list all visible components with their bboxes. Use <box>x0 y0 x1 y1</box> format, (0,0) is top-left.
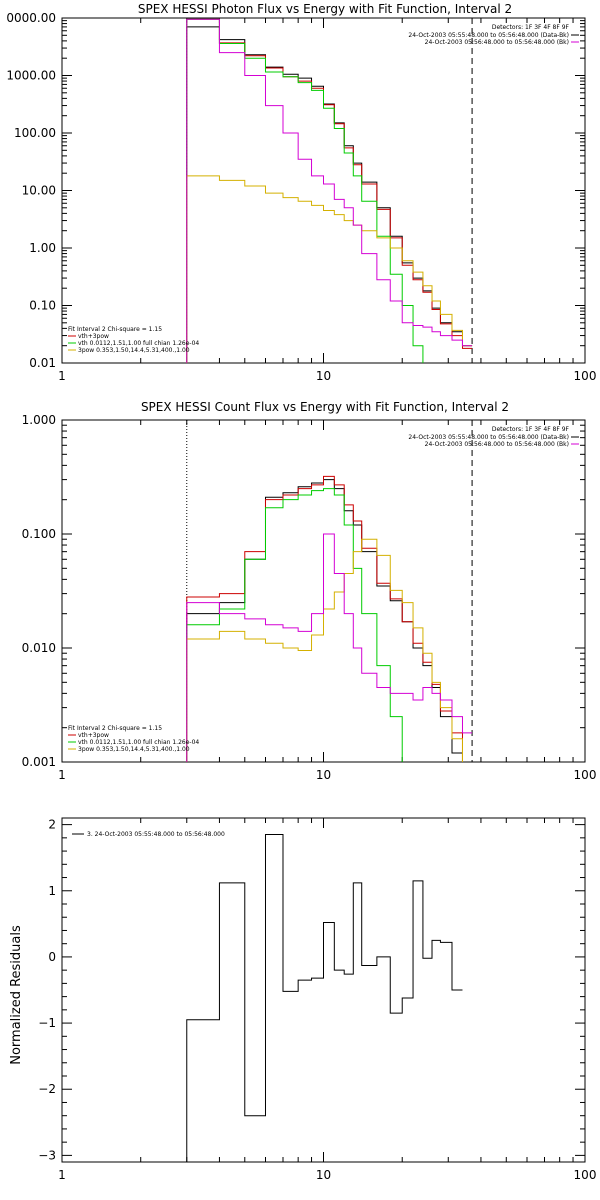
series-line-0 <box>186 479 463 762</box>
legend-bottom: Fit Interval 2 Chi-square = 1.15vth+3pow… <box>68 326 199 354</box>
x-tick-label: 1 <box>58 1168 66 1182</box>
x-axis: 1 10 100 <box>58 420 596 782</box>
series-line-4 <box>186 533 473 762</box>
chart-title: SPEX HESSI Count Flux vs Energy with Fit… <box>141 400 509 414</box>
y-tick-label: 1 <box>48 884 56 898</box>
series-line-0 <box>186 834 463 1162</box>
y-tick-label: 1000.00 <box>6 69 56 83</box>
x-axis: 1 10 100 <box>58 818 596 1182</box>
chart-title: SPEX HESSI Photon Flux vs Energy with Fi… <box>138 2 512 16</box>
x-tick-label: 10 <box>316 1168 331 1182</box>
x-tick-label: 100 <box>574 369 597 383</box>
y-axis-label: Normalized Residuals <box>9 925 24 1065</box>
y-tick-label: 100.00 <box>14 126 56 140</box>
y-axis: −3 −2 −1 0 1 2 <box>38 818 585 1162</box>
y-axis: 0.001 0.010 0.100 1.000 <box>22 413 585 769</box>
legend-detectors: Detectors: 1F 3F 4F 8F 9F <box>492 426 570 433</box>
legend-entry: 24-Oct-2003 05:55:48.000 to 05:56:48.000… <box>408 434 569 441</box>
y-tick-label: 2 <box>48 818 56 832</box>
x-tick-label: 1 <box>58 768 66 782</box>
legend-entry: vth+3pow <box>78 732 109 739</box>
photon-flux-chart: SPEX HESSI Photon Flux vs Energy with Fi… <box>6 2 596 383</box>
legend-entry: 24-Oct-2003 05:55:48.000 to 05:56:48.000… <box>408 32 569 39</box>
legend-entry: vth 0.0112,1.51,1.00 full chian 1.26e-04 <box>78 739 199 746</box>
series-line-4 <box>186 18 473 363</box>
series-line-2 <box>186 18 424 363</box>
y-tick-label: 0.10 <box>29 299 56 313</box>
y-tick-label: 10.00 <box>22 184 56 198</box>
legend-entry: vth 0.0112,1.51,1.00 full chian 1.26e-04 <box>78 340 199 347</box>
legend-fit-header: Fit Interval 2 Chi-square = 1.15 <box>68 326 162 333</box>
y-axis: 0.01 0.10 1.00 10.00 100.00 1000.00 0000.00 <box>6 11 585 370</box>
series-line-3 <box>186 538 463 762</box>
legend-entry: 3pow 0.353,1.50,14.4,5.31,400.,1.00 <box>78 347 190 354</box>
plot-frame <box>61 817 586 1163</box>
x-tick-label: 100 <box>574 768 597 782</box>
y-tick-label: 0.001 <box>22 755 56 769</box>
count-flux-chart: SPEX HESSI Count Flux vs Energy with Fit… <box>22 400 597 782</box>
legend-entry: 3. 24-Oct-2003 05:55:48.000 to 05:56:48.… <box>87 831 225 838</box>
series-line-1 <box>186 475 463 762</box>
y-tick-label: −3 <box>38 1148 56 1162</box>
legend-entry: 24-Oct-2003 05:56:48.000 to 05:56:48.000… <box>425 39 569 46</box>
residuals-chart: Normalized Residuals 1 10 100 −3 −2 −1 0 1 2 3. 2… <box>9 817 596 1182</box>
y-tick-label: 0 <box>48 950 56 964</box>
legend-entry: 24-Oct-2003 05:56:48.000 to 05:56:48.000… <box>425 441 569 448</box>
x-tick-label: 100 <box>574 1168 597 1182</box>
y-tick-label: 1.000 <box>22 413 56 427</box>
y-tick-label: 0.010 <box>22 641 56 655</box>
series-line-3 <box>186 175 473 363</box>
y-tick-label: 0.100 <box>22 527 56 541</box>
y-tick-label: 0000.00 <box>6 11 56 25</box>
series-line-0 <box>186 26 473 363</box>
legend-fit-header: Fit Interval 2 Chi-square = 1.15 <box>68 725 162 732</box>
legend: 3. 24-Oct-2003 05:55:48.000 to 05:56:48.… <box>72 831 225 838</box>
series-line-2 <box>186 488 403 762</box>
legend-entry: vth+3pow <box>78 333 109 340</box>
x-tick-label: 1 <box>58 369 66 383</box>
y-tick-label: −1 <box>38 1016 56 1030</box>
plot-frame <box>61 17 586 364</box>
series-line-1 <box>186 18 473 363</box>
legend-bottom: Fit Interval 2 Chi-square = 1.15vth+3pow… <box>68 725 199 753</box>
y-tick-label: −2 <box>38 1082 56 1096</box>
x-tick-label: 10 <box>316 369 331 383</box>
y-tick-label: 1.00 <box>29 241 56 255</box>
legend-detectors: Detectors: 1F 3F 4F 8F 9F <box>492 24 570 31</box>
x-tick-label: 10 <box>316 768 331 782</box>
legend-entry: 3pow 0.353,1.50,14.4,5.31,400.,1.00 <box>78 746 190 753</box>
y-tick-label: 0.01 <box>29 356 56 370</box>
